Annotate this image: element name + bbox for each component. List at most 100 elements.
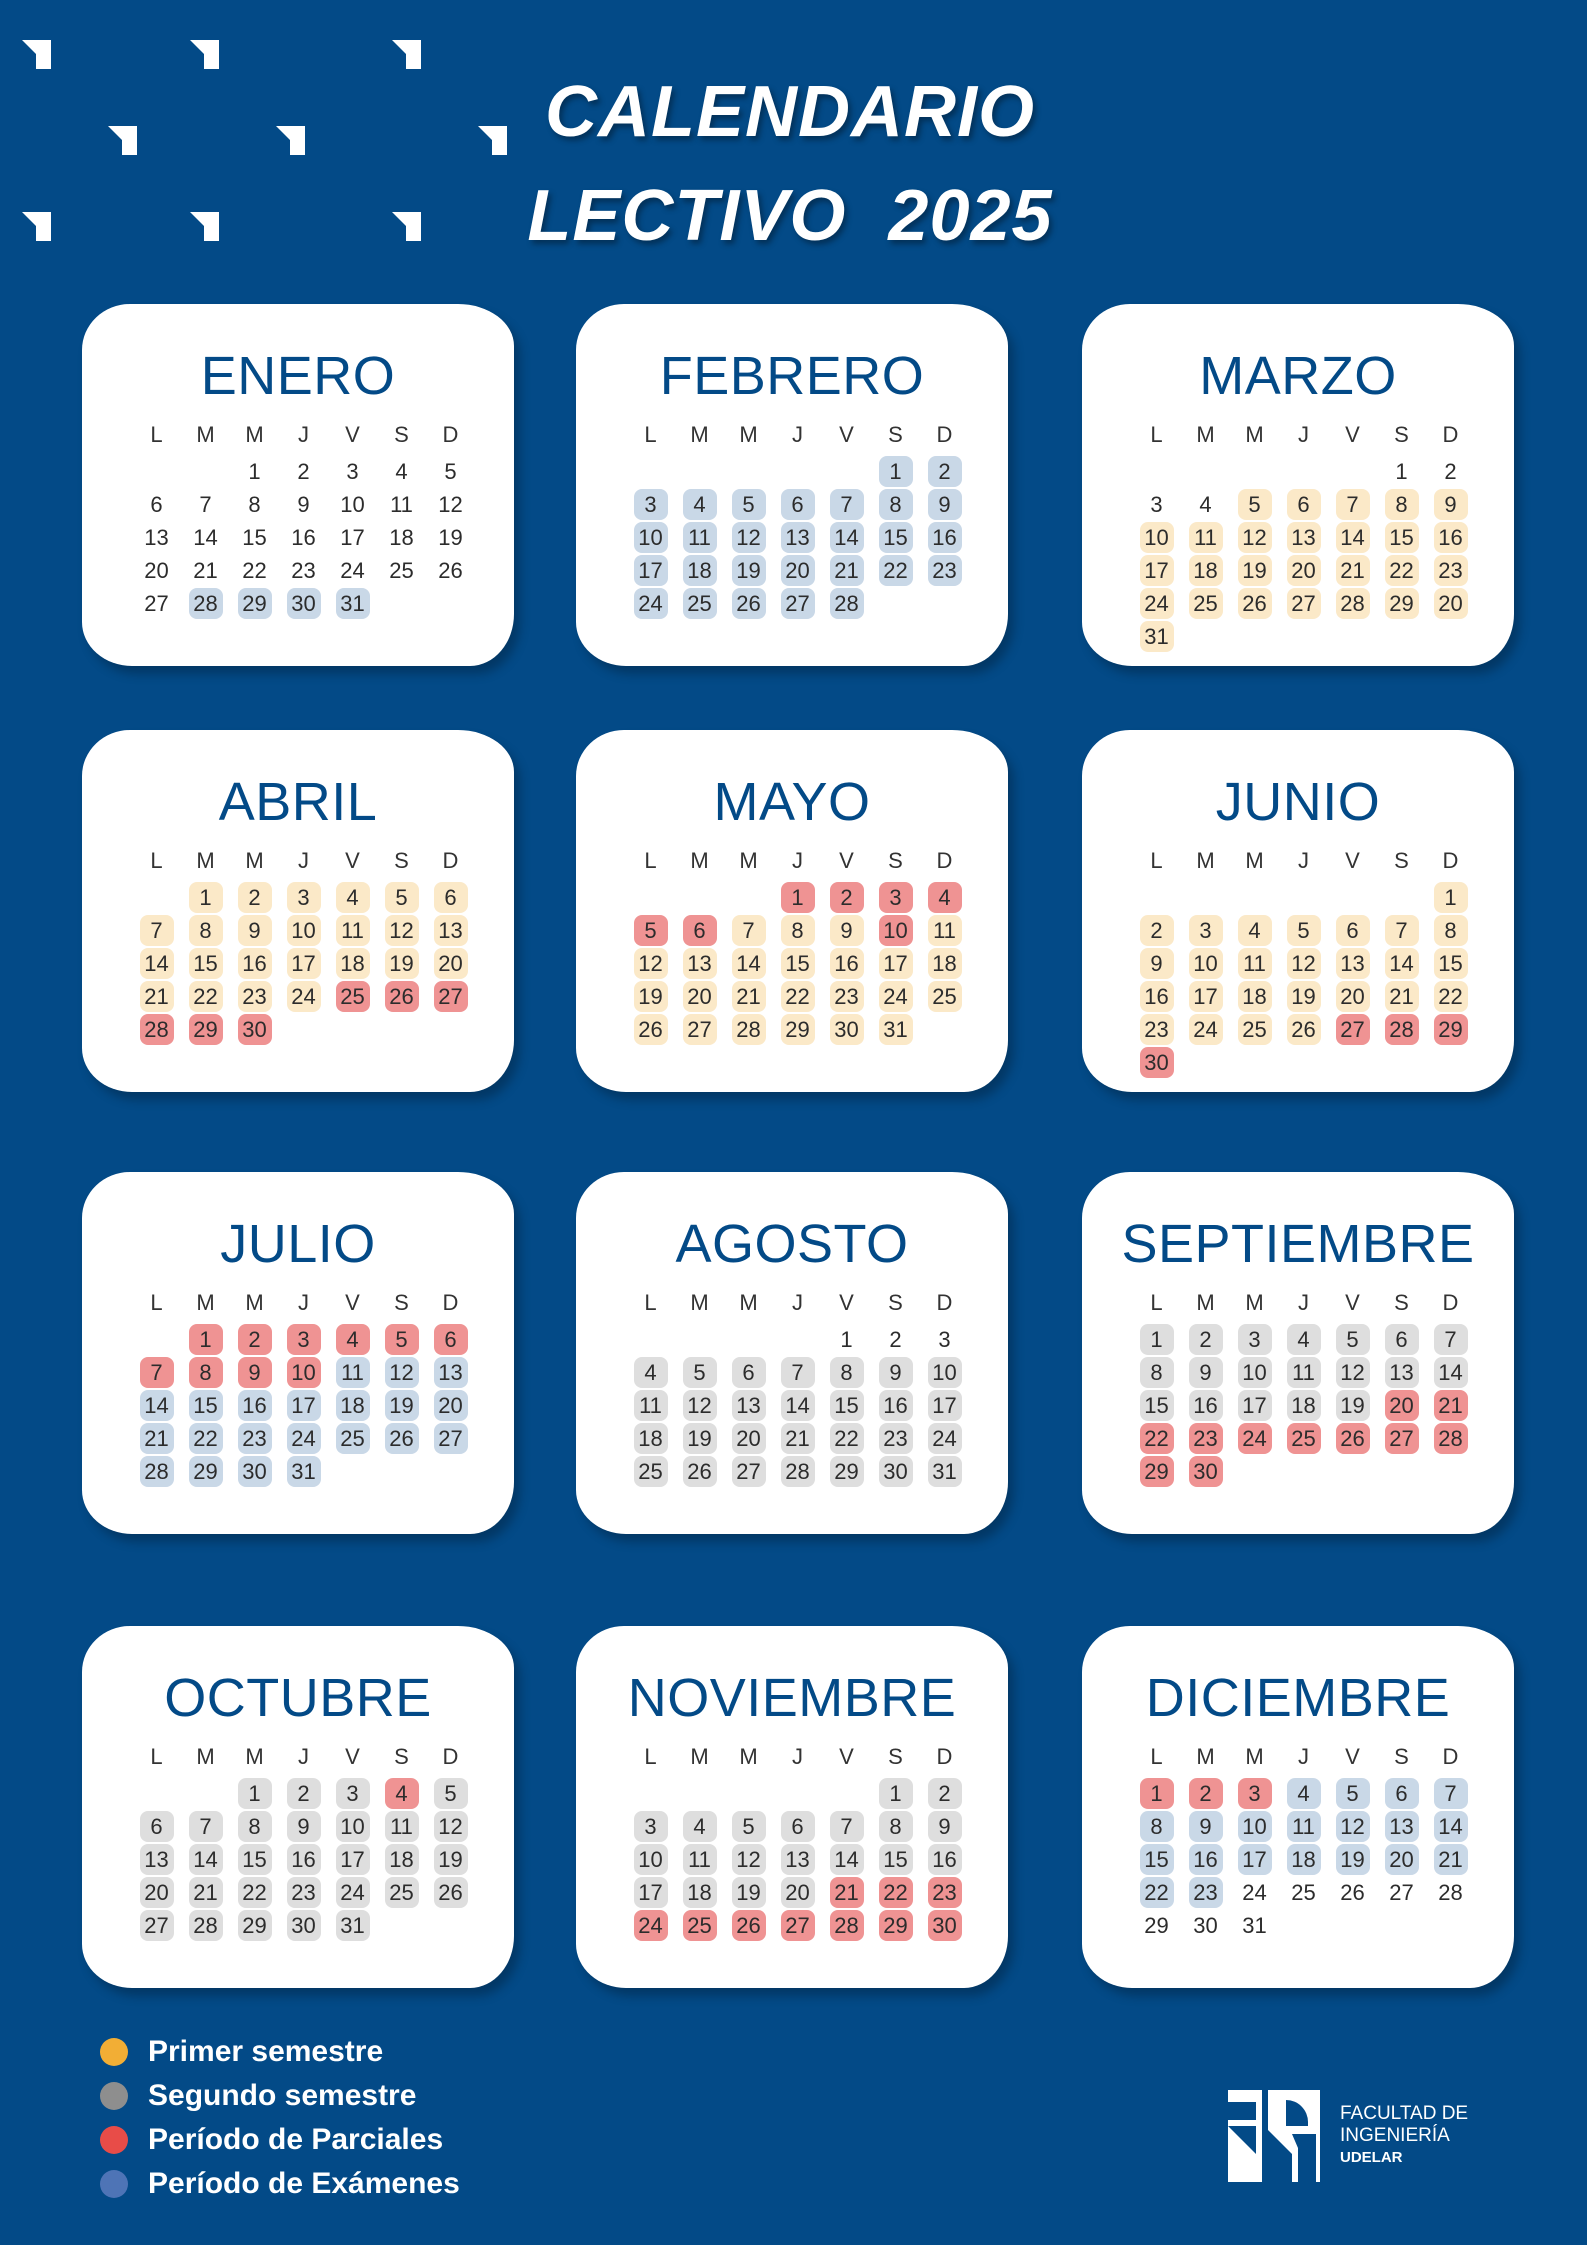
weekday-header: M — [739, 1744, 758, 1769]
day-cell: 21 — [1433, 1390, 1468, 1421]
weekday-header: S — [394, 848, 409, 873]
weekday-header: J — [792, 422, 803, 447]
day-cell: 11 — [335, 915, 370, 946]
day-cell: 20 — [139, 1877, 174, 1908]
day-cell: 18 — [1188, 555, 1223, 586]
weekday-header: M — [1196, 1744, 1215, 1769]
month-title: OCTUBRE — [164, 1668, 432, 1728]
day-cell: 29 — [829, 1456, 864, 1487]
day-cell: 6 — [433, 1324, 468, 1355]
day-cell: 30 — [237, 1014, 272, 1045]
day-cell: 8 — [248, 492, 261, 517]
weekday-header: V — [345, 422, 360, 447]
weekday-header: D — [936, 848, 953, 873]
day-cell: 20 — [1286, 555, 1321, 586]
day-cell: 23 — [1433, 555, 1468, 586]
day-cell: 18 — [633, 1423, 668, 1454]
day-cell: 20 — [682, 981, 717, 1012]
weekday-header: M — [690, 422, 709, 447]
day-cell: 13 — [1335, 948, 1370, 979]
day-cell: 23 — [1188, 1423, 1223, 1454]
day-cell: 10 — [878, 915, 913, 946]
day-cell: 28 — [829, 1910, 864, 1941]
weekday-header: J — [792, 848, 803, 873]
empty-cell — [773, 455, 822, 488]
day-cell: 28 — [731, 1014, 766, 1045]
day-cell: 3 — [1188, 915, 1223, 946]
day-grid: L M M J V S D 1 2 3 4 5 6 7 8 9 10 11 12 13 14 15 16 17 18 19 20 21… — [1132, 848, 1475, 1079]
month-card-agosto: AGOSTO L M M J V S D 1 2 3 4 5 6 7 8 9 10 11 12 13 14 15 16 17 18… — [576, 1172, 1008, 1534]
day-cell: 22 — [878, 555, 913, 586]
weekday-header: J — [298, 1290, 309, 1315]
day-cell: 10 — [1237, 1357, 1272, 1388]
month-card-julio: JULIO L M M J V S D 1 2 3 4 5 6 7 8 9 10 11 12 13 14 15 16 17 18 1… — [82, 1172, 514, 1534]
day-cell: 21 — [829, 555, 864, 586]
empty-cell — [724, 1777, 773, 1810]
day-cell: 12 — [384, 1357, 419, 1388]
day-cell: 6 — [780, 489, 815, 520]
empty-cell — [1132, 455, 1181, 488]
day-cell: 24 — [1188, 1014, 1223, 1045]
day-cell: 8 — [1139, 1357, 1174, 1388]
day-cell: 25 — [1286, 1423, 1321, 1454]
day-cell: 28 — [1384, 1014, 1419, 1045]
day-cell: 28 — [188, 1910, 223, 1941]
day-cell: 6 — [1384, 1324, 1419, 1355]
weekday-header: M — [1196, 422, 1215, 447]
month-card-febrero: FEBRERO L M M J V S D 1 2 3 4 5 6 7 8 9 10 11 12 13 14 15 16 17 1… — [576, 304, 1008, 666]
empty-cell — [1328, 881, 1377, 914]
empty-cell — [773, 1777, 822, 1810]
logo-line-2: INGENIERÍA — [1340, 2125, 1450, 2146]
empty-cell — [1279, 881, 1328, 914]
day-cell: 2 — [1188, 1324, 1223, 1355]
day-cell: 15 — [1384, 522, 1419, 553]
day-cell: 15 — [1139, 1390, 1174, 1421]
day-cell: 29 — [1384, 588, 1419, 619]
weekday-header: J — [1298, 1290, 1309, 1315]
day-cell: 21 — [1335, 555, 1370, 586]
day-cell: 12 — [1335, 1357, 1370, 1388]
weekday-header: V — [1345, 422, 1360, 447]
day-cell: 8 — [188, 1357, 223, 1388]
day-cell: 8 — [780, 915, 815, 946]
legend-label: Segundo semestre — [148, 2079, 417, 2112]
day-cell: 23 — [291, 558, 316, 583]
empty-cell — [1230, 455, 1279, 488]
day-cell: 17 — [1237, 1844, 1272, 1875]
day-cell: 18 — [335, 948, 370, 979]
day-cell: 15 — [188, 1390, 223, 1421]
day-cell: 27 — [682, 1014, 717, 1045]
day-cell: 9 — [237, 1357, 272, 1388]
weekday-header: S — [888, 848, 903, 873]
weekday-header: D — [1442, 848, 1459, 873]
day-cell: 28 — [829, 588, 864, 619]
day-cell: 16 — [1139, 981, 1174, 1012]
day-cell: 15 — [188, 948, 223, 979]
day-cell: 24 — [340, 558, 365, 583]
day-cell: 24 — [286, 981, 321, 1012]
empty-cell — [822, 1777, 871, 1810]
day-cell: 27 — [1335, 1014, 1370, 1045]
day-cell: 29 — [237, 588, 272, 619]
day-cell: 11 — [1286, 1357, 1321, 1388]
weekday-header: S — [394, 1744, 409, 1769]
day-cell: 30 — [286, 588, 321, 619]
day-cell: 7 — [188, 1811, 223, 1842]
day-cell: 14 — [829, 522, 864, 553]
weekday-header: L — [644, 1744, 657, 1769]
weekday-header: M — [1245, 422, 1264, 447]
day-cell: 1 — [780, 882, 815, 913]
day-cell: 8 — [878, 1811, 913, 1842]
day-cell: 20 — [433, 1390, 468, 1421]
day-cell: 23 — [878, 1423, 913, 1454]
day-cell: 11 — [390, 492, 413, 517]
day-cell: 28 — [1438, 1880, 1463, 1905]
day-cell: 24 — [335, 1877, 370, 1908]
weekday-header: D — [1442, 422, 1459, 447]
day-cell: 27 — [731, 1456, 766, 1487]
weekday-header: D — [442, 848, 459, 873]
month-card-octubre: OCTUBRE L M M J V S D 1 2 3 4 5 6 7 8 9 10 11 12 13 14 15 16 17 1… — [82, 1626, 514, 1988]
weekday-header: V — [839, 422, 854, 447]
day-cell: 3 — [633, 1811, 668, 1842]
day-cell: 16 — [1188, 1390, 1223, 1421]
